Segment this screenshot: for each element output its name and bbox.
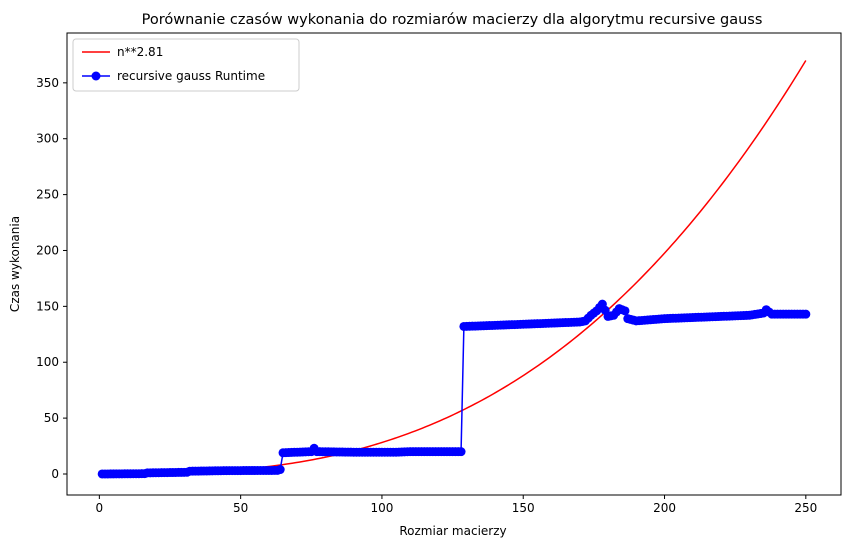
x-tick-label: 0 [96,501,104,515]
legend-entry-curve: n**2.81 [117,45,163,59]
x-tick-label: 100 [370,501,393,515]
y-tick-label: 300 [36,132,59,146]
x-axis: 0 50 100 150 200 250 [96,495,817,515]
series-layer [97,60,811,479]
legend-box [72,38,300,92]
y-axis: 0 50 100 150 200 250 300 350 [36,76,67,481]
chart-title: Porównanie czasów wykonania do rozmiarów… [142,12,763,28]
runtime-point [801,309,811,319]
legend: n**2.81 recursive gauss Runtime [72,38,300,92]
legend-marker-runtime [91,71,101,81]
y-tick-label: 0 [51,467,59,481]
runtime-point [620,306,630,316]
x-tick-label: 250 [794,501,817,515]
y-tick-label: 50 [44,411,59,425]
y-axis-label: Czas wykonania [8,216,22,312]
y-tick-label: 350 [36,76,59,90]
series-line-curve [102,60,807,475]
y-tick-label: 100 [36,355,59,369]
plot-area-frame [66,32,842,496]
x-axis-label: Rozmiar macierzy [399,524,506,538]
runtime-point [456,447,466,457]
legend-entry-runtime: recursive gauss Runtime [117,69,265,83]
x-tick-label: 50 [233,501,248,515]
y-tick-label: 150 [36,299,59,313]
y-tick-label: 200 [36,243,59,257]
x-tick-label: 150 [512,501,535,515]
x-tick-label: 200 [653,501,676,515]
runtime-point [275,465,285,475]
y-tick-label: 250 [36,188,59,202]
